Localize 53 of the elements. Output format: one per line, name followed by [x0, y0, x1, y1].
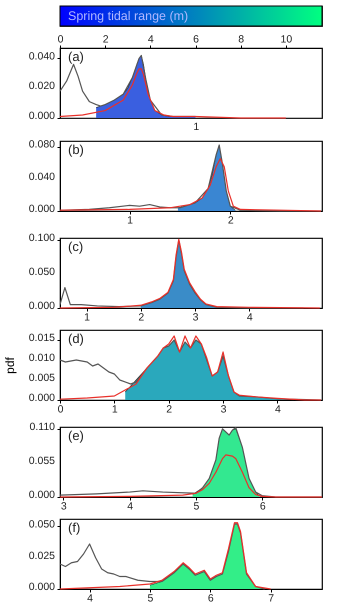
x-tick-label: 8 — [238, 34, 244, 46]
y-tick-label: 0.080 — [28, 138, 56, 151]
x-tick-label: 2 — [228, 214, 234, 226]
line-series — [59, 68, 286, 119]
y-tick-label: 0.055 — [28, 454, 56, 467]
y-tick-label: 0.040 — [28, 170, 56, 183]
y-tick-label: 0.000 — [28, 203, 56, 215]
x-tick-label: 3 — [60, 500, 67, 512]
annotation: (d) — [68, 331, 84, 346]
annotation: (e) — [68, 428, 84, 443]
y-tick-label: 0.010 — [28, 352, 56, 364]
y-tick-label: 0.025 — [28, 550, 56, 562]
x-tick-label: 6 — [208, 592, 214, 604]
x-tick-label: 0 — [58, 34, 64, 46]
x-tick-label: 10 — [280, 34, 292, 46]
x-tick-label: 2 — [102, 34, 109, 46]
color-bar-title: Spring tidal range (m) — [68, 9, 188, 23]
y-tick-label: 0.040 — [28, 50, 56, 62]
x-tick-label: 5 — [194, 500, 200, 512]
text: 1 — [193, 121, 200, 133]
y-tick-label: 0.000 — [28, 392, 56, 404]
x-tick-label: 2 — [166, 404, 172, 416]
annotation: (a) — [68, 49, 84, 64]
y-tick-label: 0.110 — [30, 420, 56, 433]
y-tick-label: 0.000 — [28, 110, 56, 122]
x-tick-label: 3 — [220, 404, 227, 416]
y-tick-label: 0.050 — [28, 518, 56, 530]
y-tick-label: 0.000 — [28, 489, 56, 501]
x-tick-label: 7 — [268, 592, 274, 604]
y-tick-label: 0.020 — [28, 80, 56, 92]
y-tick-label: 0.000 — [28, 581, 56, 593]
y-tick-label: 0.005 — [28, 372, 56, 384]
x-tick-label: 1 — [112, 404, 118, 416]
x-tick-label: 3 — [192, 312, 199, 324]
x-tick-label: 4 — [246, 312, 253, 324]
annotation: (f) — [68, 520, 80, 535]
x-tick-label: 5 — [148, 592, 154, 604]
x-tick-label: 4 — [148, 34, 154, 46]
y-axis-title: pdf — [3, 356, 17, 374]
x-tick-label: 0 — [58, 404, 64, 416]
annotation: (b) — [68, 142, 84, 157]
y-tick-label: 0.000 — [28, 300, 56, 312]
x-tick-label: 1 — [84, 312, 90, 324]
x-tick-label: 4 — [275, 404, 282, 416]
x-tick-label: 2 — [138, 312, 144, 324]
y-tick-label: 0.015 — [28, 332, 56, 344]
x-tick-label: 4 — [87, 592, 94, 604]
x-tick-label: 4 — [127, 500, 134, 512]
x-tick-label: 6 — [193, 34, 200, 46]
annotation: (c) — [68, 239, 84, 254]
y-tick-label: 0.050 — [28, 266, 56, 278]
y-tick-label: 0.100 — [28, 232, 56, 244]
x-tick-label: 6 — [260, 500, 266, 512]
